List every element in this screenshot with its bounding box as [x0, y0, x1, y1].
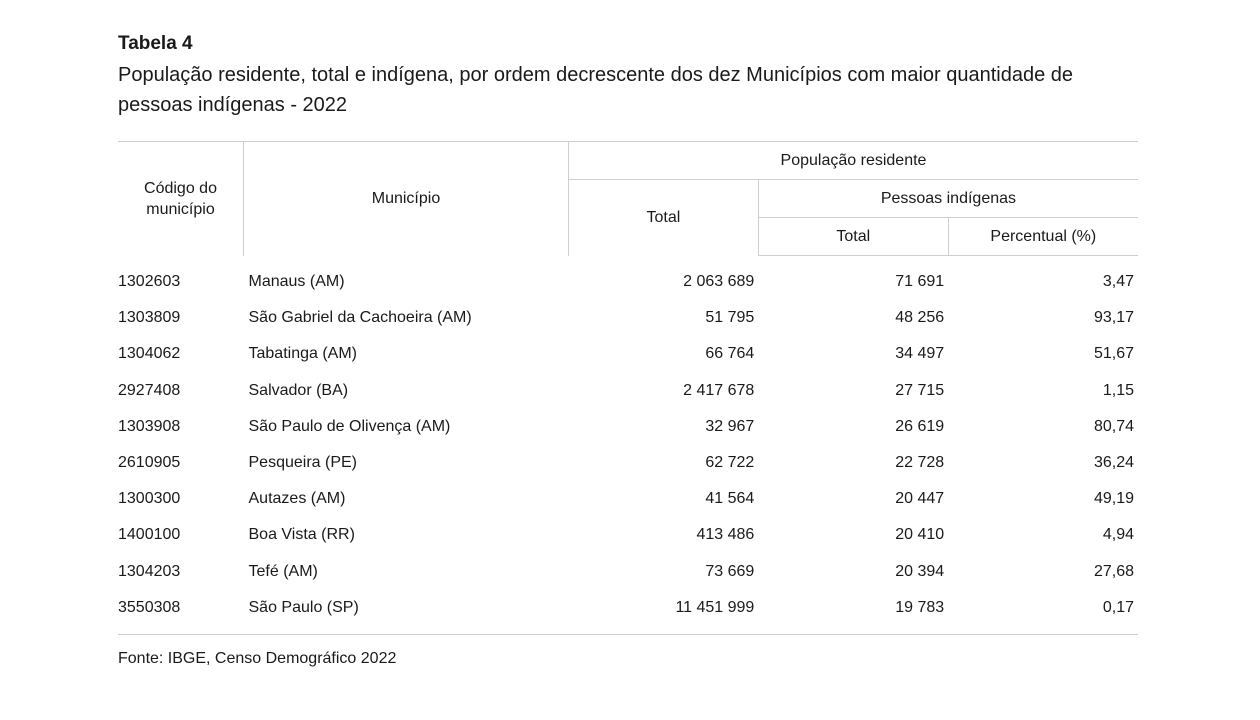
cell-code: 3550308	[118, 589, 244, 635]
table-source: Fonte: IBGE, Censo Demográfico 2022	[118, 649, 397, 667]
cell-percentage: 36,24	[1093, 454, 1134, 472]
cell-municipality: São Gabriel da Cachoeira (AM)	[248, 309, 472, 327]
cell-municipality: São Paulo de Olivença (AM)	[248, 417, 451, 435]
cell-code: 1300300	[118, 490, 181, 508]
cell-percentage: 51,67	[1093, 345, 1134, 363]
cell-indigenous-total: 34 497	[895, 345, 945, 363]
header-indigenous: Pessoas indígenas	[757, 179, 1138, 218]
cell-municipality: Autazes (AM)	[248, 490, 346, 508]
cell-municipality: Tabatinga (AM)	[248, 345, 358, 363]
table-row: 1400100 Boa Vista (RR) 413 486 20 410 4,94	[118, 517, 1138, 553]
cell-municipality: Tefé (AM)	[248, 562, 318, 580]
cell-total: 2 063 689	[683, 272, 755, 290]
cell-code: 2927408	[118, 381, 181, 399]
cell-percentage: 49,19	[1093, 490, 1134, 508]
cell-percentage: 93,17	[1093, 309, 1134, 327]
cell-municipality: Pesqueira (PE)	[248, 454, 358, 472]
cell-municipality: São Paulo (SP)	[243, 589, 569, 635]
cell-percentage: 80,74	[1093, 417, 1134, 435]
cell-percentage: 1,15	[1102, 381, 1134, 399]
data-table: Código do município Município População …	[118, 141, 1138, 635]
cell-indigenous-total: 71 691	[895, 273, 945, 291]
document: Tabela 4 População residente, total e in…	[118, 32, 1138, 669]
cell-indigenous-total: 48 256	[895, 309, 945, 327]
table-body: 1302603 Manaus (AM) 2 063 689 71 691 3,47 130…	[118, 256, 1138, 635]
cell-indigenous-total: 20 447	[895, 490, 945, 508]
cell-municipality: Boa Vista (RR)	[248, 526, 355, 544]
cell-total: 413 486	[696, 526, 755, 544]
table-row: 2610905 Pesqueira (PE) 62 722 22 728 36,24	[118, 445, 1138, 481]
table-row: 1300300 Autazes (AM) 41 564 20 447 49,19	[118, 481, 1138, 517]
cell-percentage: 27,68	[1093, 562, 1134, 580]
header-total: Total	[568, 179, 759, 256]
cell-indigenous-total: 26 619	[895, 417, 945, 435]
cell-percentage: 3,47	[1102, 273, 1134, 291]
cell-indigenous-total: 20 410	[895, 526, 945, 544]
cell-code: 1400100	[118, 526, 181, 544]
table-row: 3550308 São Paulo (SP) 11 451 999 19 783 0,1…	[118, 589, 1138, 635]
header-code: Código do município	[118, 141, 244, 256]
cell-total: 41 564	[705, 490, 755, 508]
cell-code: 1304203	[118, 562, 181, 580]
cell-percentage: 4,94	[1102, 526, 1134, 544]
cell-indigenous-total: 22 728	[895, 454, 945, 472]
cell-percentage: 0,17	[948, 589, 1138, 635]
cell-code: 1303809	[118, 309, 181, 327]
header-municipality: Município	[243, 141, 569, 256]
cell-indigenous-total: 19 783	[758, 589, 949, 635]
cell-total: 2 417 678	[683, 381, 755, 399]
header-percentage: Percentual (%)	[947, 217, 1138, 256]
cell-total: 66 764	[705, 345, 755, 363]
cell-code: 1303908	[118, 417, 181, 435]
cell-total: 11 451 999	[568, 589, 759, 635]
cell-indigenous-total: 27 715	[895, 381, 945, 399]
cell-total: 51 795	[705, 309, 755, 327]
cell-code: 2610905	[118, 454, 181, 472]
cell-indigenous-total: 20 394	[895, 562, 945, 580]
table-title: População residente, total e indígena, p…	[118, 64, 1074, 116]
table-header: Código do município Município População …	[118, 141, 1138, 256]
cell-total: 73 669	[705, 562, 755, 580]
table-row: 1302603 Manaus (AM) 2 063 689 71 691 3,47	[118, 256, 1138, 301]
table-row: 1304203 Tefé (AM) 73 669 20 394 27,68	[118, 554, 1138, 590]
table-row: 2927408 Salvador (BA) 2 417 678 27 715 1,15	[118, 373, 1138, 409]
cell-municipality: Manaus (AM)	[248, 272, 345, 290]
cell-total: 62 722	[705, 454, 755, 472]
header-indigenous-total: Total	[757, 217, 949, 256]
cell-code: 1302603	[118, 272, 181, 290]
cell-total: 32 967	[705, 417, 755, 435]
header-resident-population: População residente	[568, 141, 1138, 180]
table-row: 1303908 São Paulo de Olivença (AM) 32 967 2…	[118, 409, 1138, 445]
cell-code: 1304062	[118, 345, 181, 363]
cell-municipality: Salvador (BA)	[248, 381, 349, 399]
table-number: Tabela 4	[118, 33, 193, 54]
table-row: 1304062 Tabatinga (AM) 66 764 34 497 51,67	[118, 336, 1138, 372]
table-row: 1303809 São Gabriel da Cachoeira (AM) 51 7…	[118, 300, 1138, 336]
